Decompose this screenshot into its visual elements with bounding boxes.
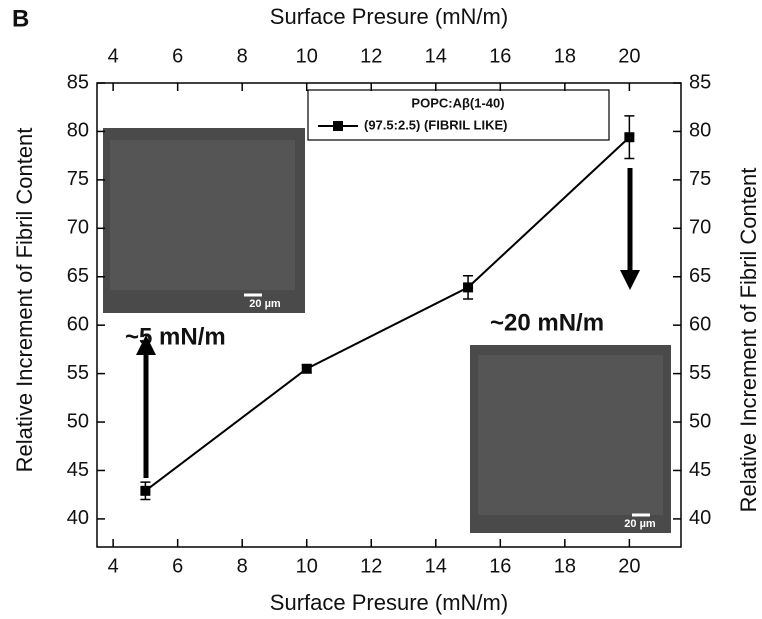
legend-marker	[333, 121, 343, 131]
legend-label: (97.5:2.5) (FIBRIL LIKE)	[364, 117, 508, 132]
y2-tick-label: 45	[689, 459, 711, 481]
y-tick-label: 65	[67, 265, 89, 287]
y2-tick-label: 55	[689, 362, 711, 384]
y2-tick-label: 40	[689, 507, 711, 529]
x-tick-label: 10	[296, 555, 318, 577]
annotation: ~20 mN/m	[490, 309, 604, 336]
x2-tick-label: 12	[360, 45, 382, 67]
x2-tick-label: 10	[296, 45, 318, 67]
x2-tick-label: 20	[618, 45, 640, 67]
x-tick-label: 14	[425, 555, 447, 577]
y2-axis-label: Relative Increment of Fibril Content	[736, 168, 761, 513]
y-tick-label: 45	[67, 459, 89, 481]
y-tick-label: 50	[67, 410, 89, 432]
scale-bar-label: 20 µm	[624, 518, 656, 530]
y2-tick-label: 60	[689, 313, 711, 335]
panel-label: B	[12, 5, 29, 32]
y-tick-label: 85	[67, 71, 89, 93]
data-point	[463, 282, 474, 293]
x-tick-label: 4	[108, 555, 119, 577]
scale-bar-label: 20 µm	[249, 298, 281, 310]
y-tick-label: 70	[67, 217, 89, 239]
x-tick-label: 12	[360, 555, 382, 577]
legend-box	[307, 89, 610, 141]
y2-tick-label: 85	[689, 71, 711, 93]
y-axis-label: Relative Increment of Fibril Content	[12, 128, 37, 473]
x2-tick-label: 8	[237, 45, 248, 67]
x2-tick-label: 6	[172, 45, 183, 67]
x-axis-label: Surface Presure (mN/m)	[270, 590, 508, 615]
data-point	[140, 485, 151, 496]
y-tick-label: 55	[67, 362, 89, 384]
y2-tick-label: 75	[689, 168, 711, 190]
x2-tick-label: 16	[489, 45, 511, 67]
y2-tick-label: 80	[689, 120, 711, 142]
x2-tick-label: 18	[554, 45, 576, 67]
data-point	[301, 363, 312, 374]
x-tick-label: 16	[489, 555, 511, 577]
y-tick-label: 80	[67, 120, 89, 142]
x-tick-label: 20	[618, 555, 640, 577]
x2-tick-label: 4	[108, 45, 119, 67]
y2-tick-label: 50	[689, 410, 711, 432]
y-tick-label: 75	[67, 168, 89, 190]
y-tick-label: 60	[67, 313, 89, 335]
y2-tick-label: 70	[689, 217, 711, 239]
data-line	[144, 136, 631, 492]
plot-frame	[96, 82, 682, 548]
x-tick-label: 8	[237, 555, 248, 577]
inset-left	[103, 128, 305, 313]
x-tick-label: 18	[554, 555, 576, 577]
y-tick-label: 40	[67, 507, 89, 529]
data-point	[624, 132, 635, 143]
annotation: ~5 mN/m	[125, 323, 226, 350]
inset-right	[470, 345, 671, 533]
y2-tick-label: 65	[689, 265, 711, 287]
x2-tick-label: 14	[425, 45, 447, 67]
x2-axis-label: Surface Presure (mN/m)	[270, 4, 508, 29]
legend-title: POPC:Aβ(1-40)	[411, 95, 504, 110]
x-tick-label: 6	[172, 555, 183, 577]
